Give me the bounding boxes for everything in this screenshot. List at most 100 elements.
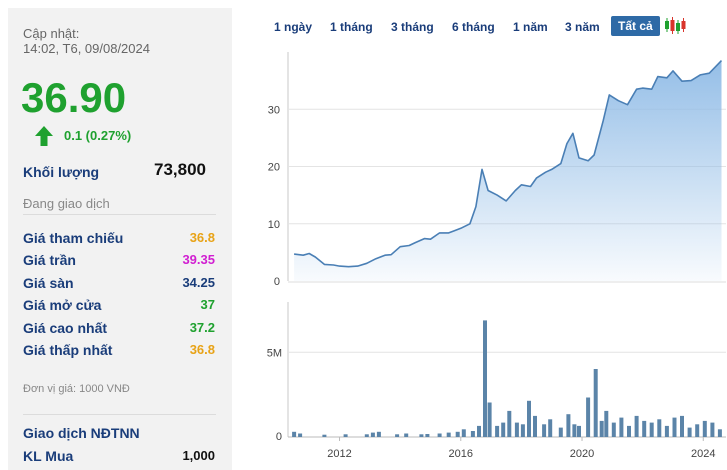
volume-bar	[695, 424, 700, 437]
volume-bar	[495, 425, 500, 437]
volume-bar	[343, 434, 348, 437]
volume-bar	[672, 417, 677, 437]
x-tick-label: 2012	[327, 448, 351, 460]
volume-bar	[376, 431, 381, 437]
volume-bar	[717, 429, 722, 437]
volume-bar	[507, 410, 512, 437]
volume-label: Khối lượng	[23, 164, 100, 180]
volume-bar	[599, 420, 604, 437]
volume-bar	[520, 424, 525, 437]
low-price-value: 36.8	[189, 342, 215, 357]
volume-bar	[642, 420, 647, 437]
divider	[23, 214, 216, 215]
volume-bar	[298, 433, 303, 437]
volume-tick-label: 5M	[267, 347, 282, 359]
volume-bar	[370, 432, 375, 437]
volume-bar	[483, 320, 487, 437]
volume-bar	[664, 425, 669, 437]
floor-price-label: Giá sàn	[23, 275, 74, 291]
x-tick-label: 2024	[691, 448, 715, 460]
buy-volume-value: 1,000	[182, 448, 215, 463]
x-tick-label: 2020	[570, 448, 594, 460]
volume-bar	[437, 433, 442, 437]
reference-price-value: 36.8	[189, 230, 215, 245]
volume-bar	[292, 431, 297, 437]
volume-bar	[586, 397, 591, 437]
volume-bar	[702, 420, 707, 437]
volume-bar	[542, 424, 547, 437]
volume-bar	[533, 415, 537, 437]
volume-bar	[364, 434, 369, 437]
volume-bar	[487, 402, 492, 437]
volume-value: 73,800	[154, 160, 206, 179]
volume-bar	[446, 432, 451, 437]
volume-bar	[634, 415, 639, 437]
tab-1-year[interactable]: 1 năm	[513, 20, 548, 34]
tab-all[interactable]: Tất cả	[611, 16, 660, 36]
price-unit-note: Đơn vị giá: 1000 VNĐ	[23, 383, 130, 395]
price-tick-label: 30	[268, 104, 280, 116]
floor-price-value: 34.25	[182, 275, 215, 290]
divider	[23, 414, 216, 415]
price-tick-label: 0	[274, 276, 280, 288]
volume-bar	[461, 429, 466, 437]
tab-6-months[interactable]: 6 tháng	[452, 20, 495, 34]
open-price-label: Giá mở cửa	[23, 297, 102, 313]
volume-bar	[514, 422, 519, 437]
volume-bar	[425, 434, 430, 437]
tab-3-years[interactable]: 3 năm	[565, 20, 600, 34]
volume-bar	[657, 419, 662, 438]
volume-bar	[404, 433, 409, 437]
price-area-fill	[294, 60, 722, 281]
price-tick-label: 10	[268, 219, 280, 231]
price-volume-chart[interactable]: 0 10 20 30 0 5M 2012 2016 2020 2024	[252, 40, 727, 470]
high-price-label: Giá cao nhất	[23, 320, 108, 336]
volume-bar	[577, 425, 581, 437]
update-label: Cập nhật:	[23, 26, 80, 41]
volume-bar	[558, 427, 563, 437]
volume-bar	[322, 434, 327, 437]
volume-tick-label: 0	[276, 431, 282, 443]
x-tick-label: 2016	[449, 448, 473, 460]
volume-bar	[593, 369, 598, 437]
volume-bar	[611, 422, 616, 437]
volume-bar	[501, 422, 506, 437]
update-time: 14:02, T6, 09/08/2024	[23, 41, 150, 56]
current-price: 36.90	[21, 74, 127, 121]
volume-bar	[470, 431, 475, 437]
price-tick-label: 20	[268, 162, 280, 174]
volume-bar	[527, 400, 531, 437]
tab-3-months[interactable]: 3 tháng	[391, 20, 434, 34]
volume-bar	[395, 434, 400, 437]
price-change: 0.1 (0.27%)	[64, 128, 132, 143]
volume-bar	[680, 415, 684, 437]
ceiling-price-label: Giá trần	[23, 252, 76, 268]
volume-bar	[627, 425, 631, 437]
volume-bar	[604, 410, 609, 437]
ceiling-price-value: 39.35	[182, 252, 215, 267]
low-price-label: Giá thấp nhất	[23, 342, 113, 358]
volume-bar	[649, 422, 654, 437]
stock-info-panel: Cập nhật: 14:02, T6, 09/08/2024 36.90 0.…	[8, 8, 232, 470]
volume-bar	[477, 425, 481, 437]
volume-bar	[687, 427, 692, 437]
buy-volume-label: KL Mua	[23, 448, 74, 464]
volume-bar	[566, 414, 571, 437]
open-price-value: 37	[200, 297, 215, 312]
tab-1-month[interactable]: 1 tháng	[330, 20, 373, 34]
foreign-trading-label: Giao dịch NĐTNN	[23, 425, 140, 441]
tab-1-day[interactable]: 1 ngày	[274, 20, 313, 34]
volume-bar	[419, 434, 424, 437]
volume-bar	[455, 431, 460, 437]
volume-bar	[710, 422, 715, 437]
reference-price-label: Giá tham chiếu	[23, 230, 124, 246]
trading-status: Đang giao dịch	[23, 196, 110, 211]
volume-bar	[572, 424, 577, 437]
up-arrow-icon	[35, 126, 53, 146]
volume-bar	[619, 417, 624, 437]
price-line	[294, 60, 723, 268]
high-price-value: 37.2	[189, 320, 215, 335]
candlestick-chart-icon[interactable]	[664, 16, 686, 36]
volume-bar	[548, 419, 553, 438]
